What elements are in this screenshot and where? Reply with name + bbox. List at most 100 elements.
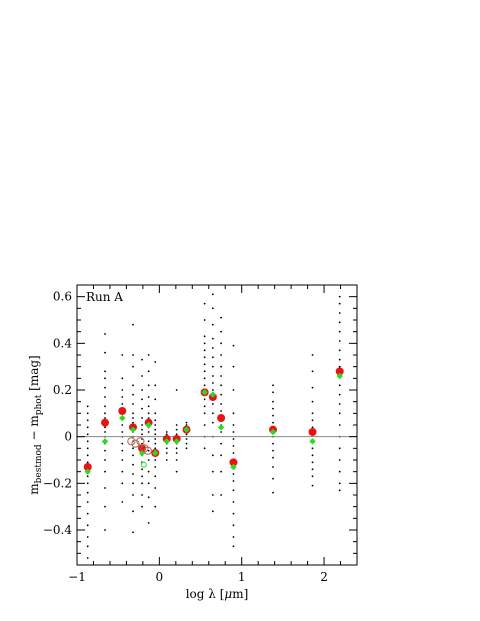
data-dot xyxy=(185,421,188,424)
data-dot xyxy=(86,524,89,527)
green-point xyxy=(269,428,277,436)
data-dot xyxy=(132,454,134,457)
data-dot xyxy=(147,412,150,415)
data-dot xyxy=(154,459,157,461)
data-dot xyxy=(311,400,314,403)
data-dot xyxy=(203,405,206,408)
data-dot xyxy=(211,470,214,473)
y-tick-label: −0.4 xyxy=(43,523,73,537)
data-dot xyxy=(272,421,274,424)
green-open-point xyxy=(140,461,147,468)
data-dot xyxy=(272,414,274,417)
data-dot xyxy=(132,384,134,387)
y-axis-label: mbestmod − mphot [mag] xyxy=(27,355,44,495)
data-dot xyxy=(154,361,157,363)
data-dot xyxy=(185,424,188,426)
data-dot xyxy=(311,468,314,471)
green-point xyxy=(209,391,217,398)
data-dot xyxy=(147,384,150,387)
data-dot xyxy=(121,389,124,391)
data-dot xyxy=(86,454,89,457)
data-dot xyxy=(147,396,150,398)
data-dot xyxy=(338,340,341,342)
data-dot xyxy=(220,393,223,396)
data-dot xyxy=(121,396,124,398)
data-dot xyxy=(338,302,341,305)
data-dot xyxy=(272,407,274,410)
data-dot xyxy=(132,365,134,368)
data-dot xyxy=(86,440,89,443)
x-tick-label: 2 xyxy=(320,570,328,584)
data-dot xyxy=(147,405,150,408)
data-dot xyxy=(121,442,124,445)
data-dot xyxy=(203,370,206,373)
data-dot xyxy=(132,482,134,485)
data-dot xyxy=(211,382,214,384)
data-dot xyxy=(86,491,89,494)
data-dot xyxy=(211,323,214,326)
data-dot xyxy=(232,524,235,527)
y-axis-label-sub1: bestmod xyxy=(34,444,44,483)
data-dot xyxy=(132,494,134,496)
y-tick-label: 0 xyxy=(64,430,72,444)
data-dot xyxy=(185,438,188,440)
data-dot xyxy=(338,482,341,485)
data-dot xyxy=(175,424,178,426)
data-dot xyxy=(211,421,214,424)
data-dot xyxy=(165,452,168,454)
data-dot xyxy=(185,433,188,436)
x-axis-label-mu: μ xyxy=(224,587,232,601)
data-dot xyxy=(203,384,206,387)
data-dot xyxy=(185,442,188,445)
data-dot xyxy=(147,496,150,499)
data-dot xyxy=(211,403,214,405)
data-dot xyxy=(211,454,214,457)
data-dot xyxy=(104,351,106,354)
data-dot xyxy=(311,370,314,373)
data-dot xyxy=(154,384,157,387)
data-dot xyxy=(311,412,314,415)
data-dot xyxy=(272,491,274,494)
data-dot xyxy=(132,417,134,419)
red-point xyxy=(217,414,226,422)
data-dot xyxy=(232,412,235,415)
data-dot xyxy=(141,417,143,419)
data-dot xyxy=(220,442,223,445)
green-point xyxy=(217,424,225,431)
data-dot xyxy=(338,365,341,368)
data-dot xyxy=(338,384,341,387)
data-dot xyxy=(203,447,206,450)
data-dot xyxy=(154,412,157,415)
data-dot xyxy=(141,433,143,436)
y-axis-label-m1: m xyxy=(27,483,41,495)
green-point xyxy=(101,438,109,445)
data-dot xyxy=(338,403,341,405)
data-dot xyxy=(338,321,341,324)
data-dot xyxy=(211,337,214,340)
data-dot xyxy=(220,330,223,333)
data-dot xyxy=(232,480,235,482)
data-dot xyxy=(104,431,106,433)
data-dot xyxy=(154,442,157,445)
data-dot xyxy=(211,307,214,310)
data-dot xyxy=(211,365,214,368)
data-dot xyxy=(104,470,106,473)
y-axis-label-sub2: phot xyxy=(34,394,44,415)
green-point xyxy=(309,438,316,445)
data-dot xyxy=(147,459,150,461)
data-dot xyxy=(86,512,89,515)
open-circle-point xyxy=(131,439,140,448)
red-point xyxy=(83,463,92,471)
data-dot xyxy=(104,396,106,398)
data-dot xyxy=(211,347,214,349)
data-dot xyxy=(141,475,143,478)
data-dot xyxy=(104,333,106,335)
data-dot xyxy=(86,536,89,538)
data-dot xyxy=(132,421,134,424)
y-tick-label: −0.2 xyxy=(43,476,72,490)
green-point xyxy=(201,389,208,396)
data-dot xyxy=(203,302,206,305)
scatter-dots-layer xyxy=(86,293,341,559)
plot-frame xyxy=(76,284,358,566)
data-dot xyxy=(154,466,157,468)
